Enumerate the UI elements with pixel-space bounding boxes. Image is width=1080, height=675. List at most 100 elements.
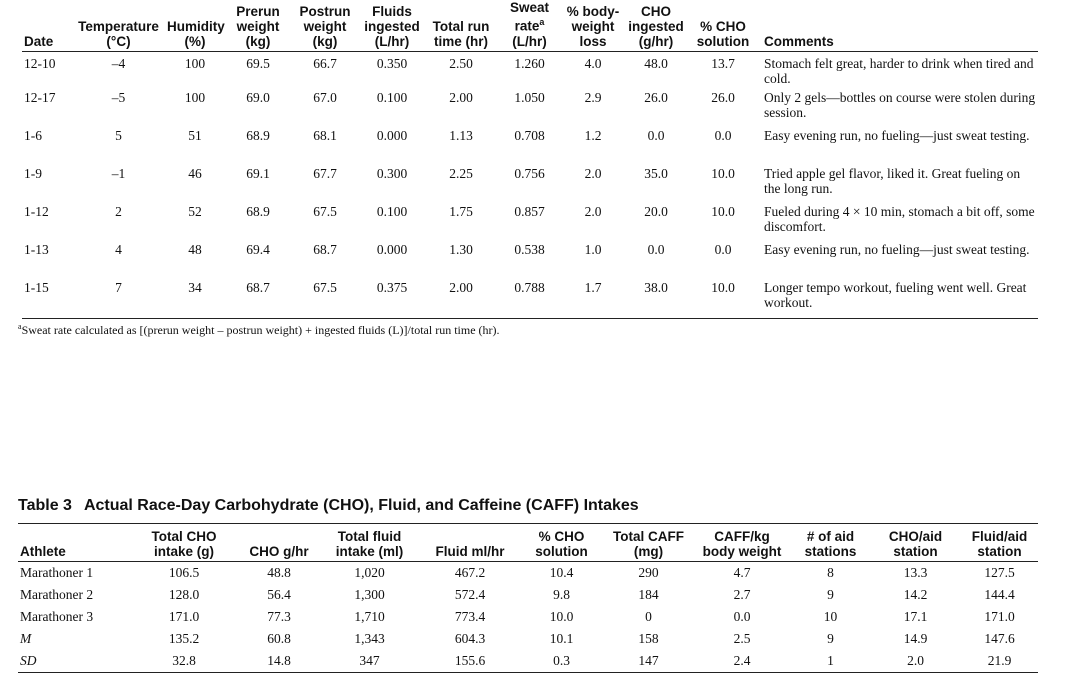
fluid-per-station-cell: 144.4 [984, 587, 1015, 603]
total-caff-cell: 290 [638, 565, 659, 581]
postrun-weight-cell: 68.7 [313, 241, 337, 257]
fluid-per-hour-cell: 773.4 [454, 609, 486, 625]
total-caff-cell: 0 [645, 609, 652, 625]
cho-solution-cell: 13.7 [711, 55, 735, 71]
cho-ingested-cell: 38.0 [624, 279, 688, 319]
cho-solution-cell: 0.0 [714, 127, 732, 143]
cho-solution-cell: 9.8 [553, 587, 570, 603]
total-caff-cell: 184 [638, 587, 659, 603]
cho-ingested-cell: 20.0 [644, 203, 668, 219]
fluid-per-hour-cell: 604.3 [454, 631, 486, 647]
col-header-cho-solution: % CHO solution [519, 523, 604, 562]
cho-solution-cell: 10.0 [711, 203, 735, 219]
sweat-testing-table: Date Temperature (°C) Humidity (%) Prerun w… [22, 0, 1038, 319]
caff-per-kg-cell: 4.7 [733, 565, 751, 581]
athlete-cell: Marathoner 2 [20, 587, 94, 603]
total-cho-intake-cell: 106.5 [168, 565, 200, 581]
sweat-rate-cell: 0.708 [514, 127, 545, 143]
date-cell: 12-10 [24, 55, 56, 71]
cho-ingested-cell: 26.0 [644, 89, 668, 105]
humidity-cell: 34 [165, 279, 225, 319]
sweat-rate-cell: 1.050 [514, 89, 545, 105]
caff-per-kg-cell: 0.0 [733, 609, 751, 625]
table-caption: Table 3 Actual Race-Day Carbohydrate (CHO… [18, 497, 639, 515]
fluid-per-station-cell: 21.9 [961, 650, 1038, 673]
cho-per-station-cell: 2.0 [870, 650, 961, 673]
prerun-weight-cell: 68.9 [246, 203, 270, 219]
cho-per-station-cell: 14.2 [903, 587, 928, 603]
cho-ingested-cell: 0.0 [647, 241, 665, 257]
temperature-cell: –4 [111, 55, 126, 71]
athlete-cell: Marathoner 3 [20, 609, 94, 625]
sweat-rate-cell: 0.857 [514, 203, 545, 219]
total-cho-intake-cell: 135.2 [168, 631, 200, 647]
fluid-per-station-cell: 127.5 [984, 565, 1015, 581]
cho-solution-cell: 0.3 [519, 650, 604, 673]
col-header-fluid-per-station: Fluid/aid station [961, 523, 1038, 562]
table-row: 1-6 5 51 68.9 68.1 0.000 1.13 0.708 1.2 0.0 0.0 Eas… [22, 128, 1038, 166]
comments-cell: Fueled during 4 × 10 min, stomach a bit … [764, 203, 1035, 234]
cho-solution-cell: 0.0 [714, 241, 732, 257]
athlete-cell: Marathoner 1 [20, 565, 94, 581]
postrun-weight-cell: 67.7 [313, 165, 337, 181]
temperature-cell: 5 [115, 127, 122, 143]
col-header-humidity: Humidity (%) [165, 0, 225, 52]
date-cell: 1-15 [22, 279, 72, 319]
temperature-cell: –1 [111, 165, 126, 181]
table-row: Marathoner 3 171.0 77.3 1,710 773.4 10.0 0 0.0 1… [18, 606, 1038, 628]
fluids-ingested-cell: 0.000 [376, 127, 408, 143]
humidity-cell: 51 [188, 127, 202, 143]
cho-per-hour-cell: 48.8 [267, 565, 291, 581]
total-fluid-intake-cell: 1,020 [354, 565, 385, 581]
caff-per-kg-cell: 2.4 [693, 650, 791, 673]
table-row: SD 32.8 14.8 347 155.6 0.3 147 2.4 1 2.0 21.9 [18, 650, 1038, 673]
date-cell: 1-12 [24, 203, 49, 219]
fluid-per-hour-cell: 155.6 [421, 650, 519, 673]
total-run-time-cell: 2.00 [449, 89, 473, 105]
fluids-ingested-cell: 0.300 [376, 165, 408, 181]
cho-ingested-cell: 48.0 [644, 55, 668, 71]
table-header-row: Date Temperature (°C) Humidity (%) Prerun w… [22, 0, 1038, 52]
bodyweight-loss-cell: 2.0 [584, 203, 602, 219]
bodyweight-loss-cell: 1.0 [584, 241, 602, 257]
caff-per-kg-cell: 2.5 [733, 631, 751, 647]
postrun-weight-cell: 67.5 [291, 279, 359, 319]
table-row: 1-13 4 48 69.4 68.7 0.000 1.30 0.538 1.0 0.0 0.0 Ea… [22, 242, 1038, 280]
total-fluid-intake-cell: 1,343 [354, 631, 385, 647]
total-cho-intake-cell: 32.8 [128, 650, 240, 673]
fluids-ingested-cell: 0.100 [376, 203, 408, 219]
table-number: Table 3 [18, 497, 72, 514]
table-footnote: aSweat rate calculated as [(prerun weigh… [18, 322, 500, 337]
prerun-weight-cell: 69.0 [246, 89, 270, 105]
prerun-weight-cell: 69.1 [246, 165, 270, 181]
postrun-weight-cell: 67.0 [313, 89, 337, 105]
total-cho-intake-cell: 171.0 [168, 609, 200, 625]
comments-cell: Tried apple gel flavor, liked it. Great … [764, 165, 1021, 196]
col-header-caff-per-kg: CAFF/kg body weight [693, 523, 791, 562]
col-header-total-run-time: Total run time (hr) [425, 0, 497, 52]
date-cell: 1-6 [24, 127, 42, 143]
table-row: 12-17 –5 100 69.0 67.0 0.100 2.00 1.050 2.9 26.0 2… [22, 90, 1038, 128]
col-header-total-fluid-intake: Total fluid intake (ml) [318, 523, 421, 562]
total-cho-intake-cell: 128.0 [168, 587, 200, 603]
cho-ingested-cell: 0.0 [647, 127, 665, 143]
col-header-fluid-per-hour: Fluid ml/hr [421, 523, 519, 562]
athlete-cell: M [20, 631, 32, 647]
total-fluid-intake-cell: 1,300 [354, 587, 385, 603]
postrun-weight-cell: 67.5 [313, 203, 337, 219]
col-header-athlete: Athlete [18, 523, 128, 562]
fluids-ingested-cell: 0.000 [376, 241, 408, 257]
fluid-per-station-cell: 171.0 [984, 609, 1015, 625]
total-caff-cell: 158 [638, 631, 659, 647]
postrun-weight-cell: 68.1 [313, 127, 337, 143]
col-header-date: Date [22, 0, 72, 52]
aid-stations-cell: 9 [827, 587, 834, 603]
cho-solution-cell: 10.1 [549, 631, 574, 647]
fluid-per-station-cell: 147.6 [984, 631, 1015, 647]
total-run-time-cell: 1.30 [449, 241, 473, 257]
table-row: 1-9 –1 46 69.1 67.7 0.300 2.25 0.756 2.0 35.0 10.0… [22, 166, 1038, 204]
prerun-weight-cell: 69.5 [246, 55, 270, 71]
cho-per-station-cell: 17.1 [903, 609, 928, 625]
col-header-total-caff: Total CAFF (mg) [604, 523, 693, 562]
col-header-comments: Comments [758, 0, 1038, 52]
